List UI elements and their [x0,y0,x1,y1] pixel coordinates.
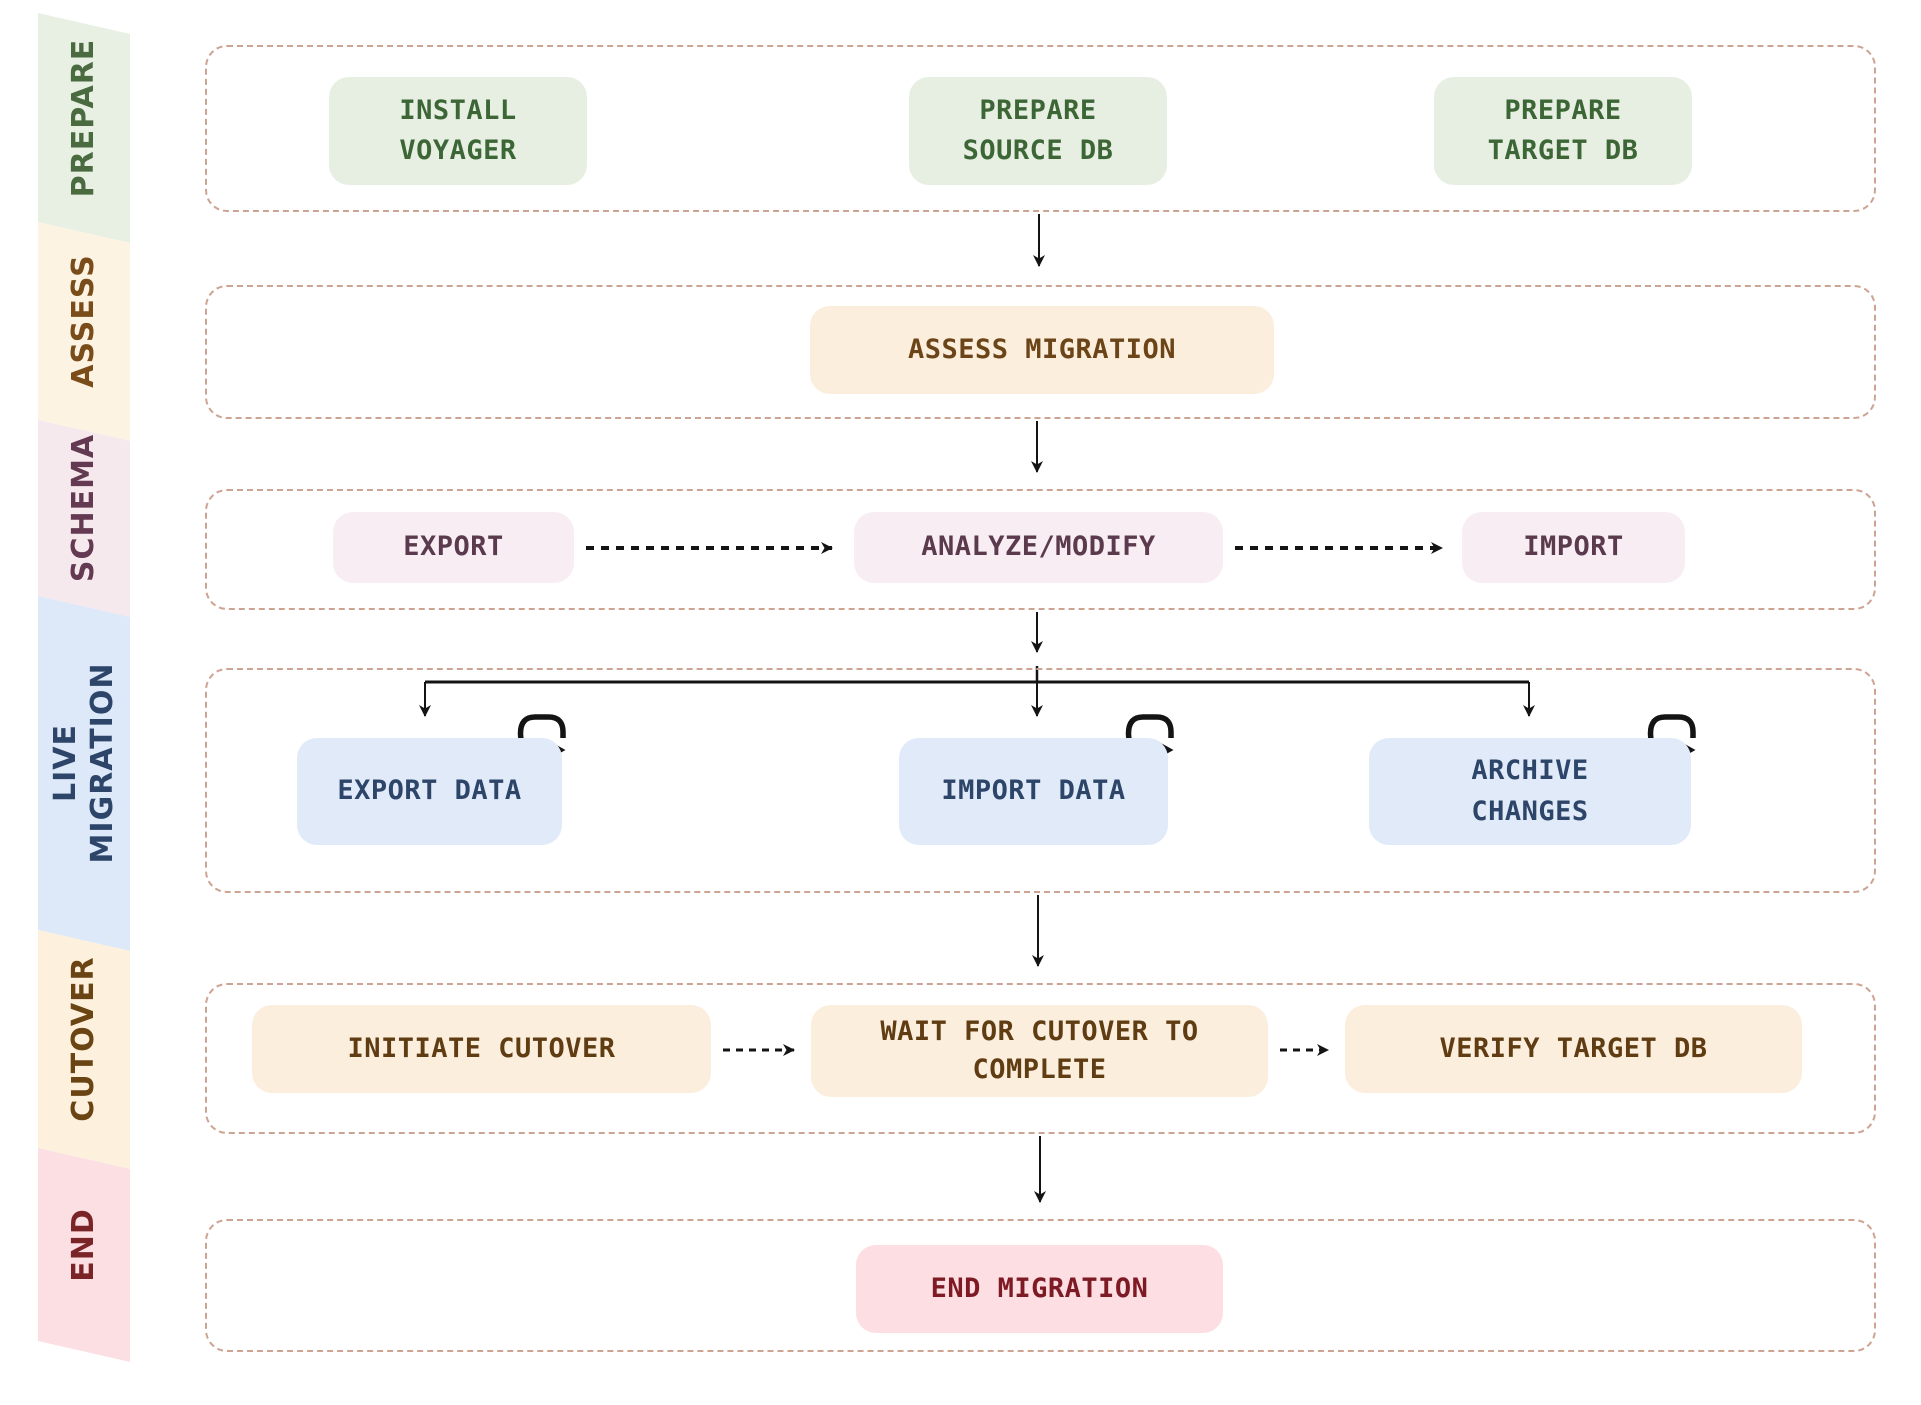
phase-container-schema [205,489,1876,610]
node-end-migration: END MIGRATION [856,1245,1223,1333]
node-prepare-target-db: PREPARE TARGET DB [1434,77,1692,185]
node-initiate-cutover: INITIATE CUTOVER [252,1005,711,1093]
phase-container-live-migration [205,668,1876,893]
node-verify-target-db: VERIFY TARGET DB [1345,1005,1802,1093]
node-analyze-modify-schema: ANALYZE/MODIFY [854,512,1223,583]
node-export-schema: EXPORT [333,512,574,583]
phase-container-cutover [205,983,1876,1134]
phase-container-assess [205,285,1876,419]
phase-container-end [205,1219,1876,1352]
node-export-data: EXPORT DATA [297,738,562,845]
node-prepare-source-db: PREPARE SOURCE DB [909,77,1167,185]
node-import-schema: IMPORT [1462,512,1685,583]
node-archive-changes: ARCHIVE CHANGES [1369,738,1691,845]
node-import-data: IMPORT DATA [899,738,1168,845]
phase-container-prepare [205,45,1876,212]
node-assess-migration: ASSESS MIGRATION [810,306,1274,394]
node-wait-for-cutover: WAIT FOR CUTOVER TO COMPLETE [811,1005,1268,1097]
phase-label-end: END [66,1208,102,1282]
node-install-voyager: INSTALL VOYAGER [329,77,587,185]
